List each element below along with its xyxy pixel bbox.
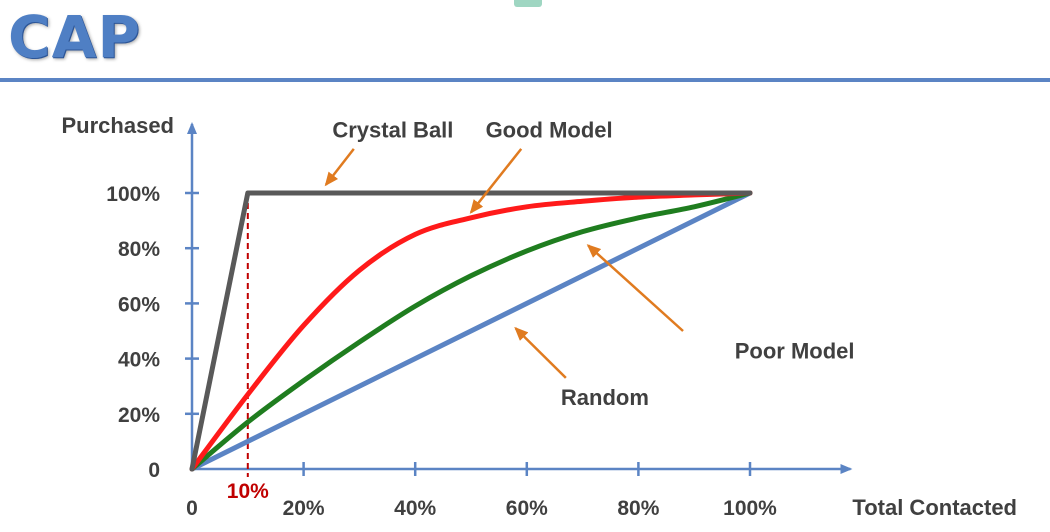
y-tick-label: 100%	[106, 183, 160, 206]
x-tick-label: 60%	[506, 497, 548, 520]
series-line-crystal-ball	[189, 190, 753, 472]
series-label-random: Random	[561, 385, 649, 410]
y-tick-label: 80%	[118, 238, 160, 261]
x-axis-label: Total Contacted	[852, 495, 1017, 520]
series-label-crystal-ball: Crystal Ball	[332, 118, 453, 143]
series-label-poor-model: Poor Model	[735, 338, 855, 363]
series-line-poor-model	[189, 190, 753, 472]
x-tick-label: 80%	[617, 497, 659, 520]
x-tick-label: 20%	[283, 497, 325, 520]
title-divider	[0, 78, 1050, 82]
x-tick-label: 0	[186, 497, 198, 520]
series-line-random	[189, 190, 753, 472]
y-tick-label: 0	[148, 459, 160, 482]
toolbar-badge	[514, 0, 542, 7]
y-axis-label: Purchased	[62, 113, 175, 138]
series-label-good-model: Good Model	[486, 118, 613, 143]
y-tick-label: 20%	[118, 404, 160, 427]
annotation-arrow-random	[514, 326, 567, 379]
series-line-good-model	[189, 190, 753, 472]
y-tick-label: 60%	[118, 293, 160, 316]
annotation-arrow-crystal-ball	[324, 148, 355, 187]
x-tick-label: 100%	[723, 497, 777, 520]
x-tick-label: 40%	[394, 497, 436, 520]
y-tick-label: 40%	[118, 349, 160, 372]
annotation-arrow-poor-model	[586, 244, 684, 332]
marker-label: 10%	[227, 480, 269, 503]
slide-title: CAP	[8, 3, 141, 71]
annotation-arrow-good-model	[469, 148, 523, 214]
